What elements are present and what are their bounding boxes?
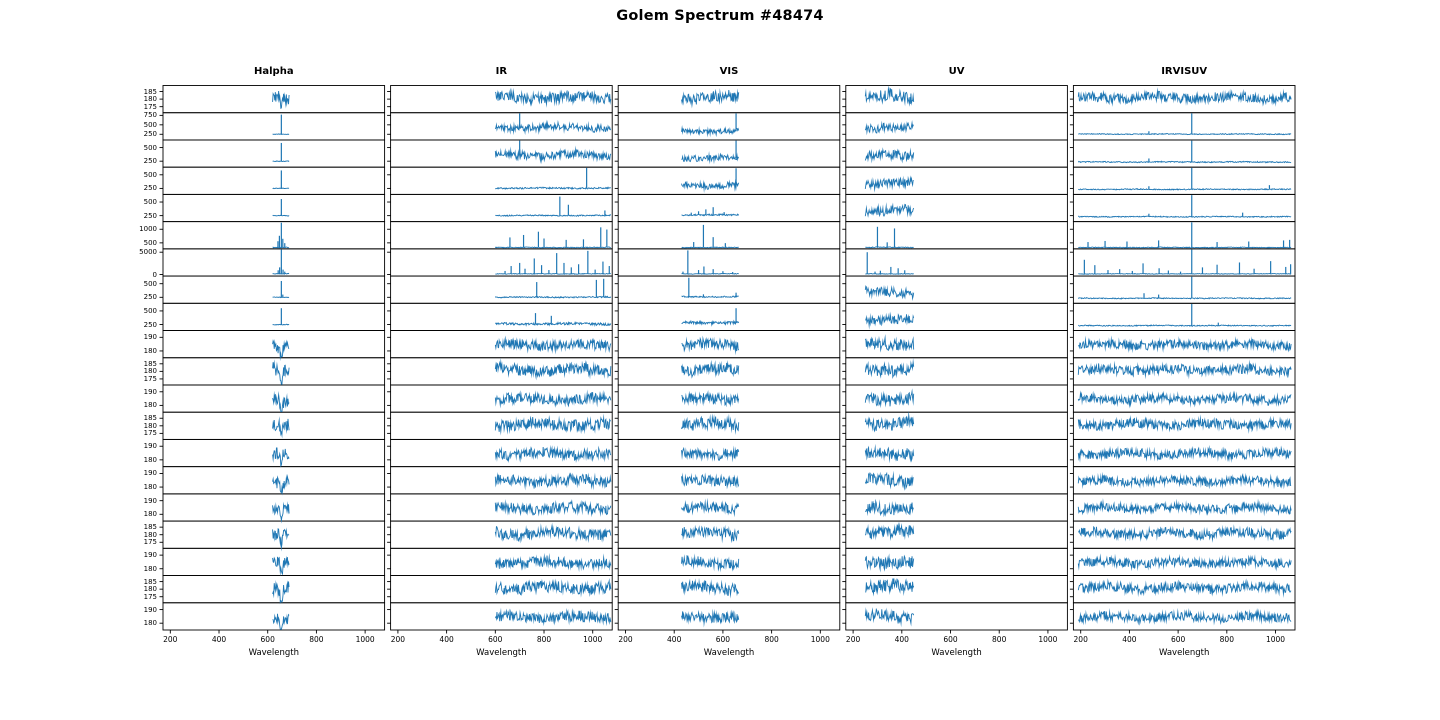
y-tick-label: 175 <box>143 429 157 438</box>
y-tick-label: 250 <box>143 184 157 193</box>
y-tick-label: 185 <box>143 577 157 586</box>
y-tick-label: 180 <box>143 564 157 573</box>
x-tick-label: 1000 <box>583 635 603 644</box>
x-tick-label: 400 <box>211 635 227 644</box>
y-tick-label: 180 <box>143 455 157 464</box>
y-tick-label: 175 <box>143 538 157 547</box>
x-tick-label: 600 <box>1170 635 1186 644</box>
y-tick-label: 180 <box>143 585 157 594</box>
x-axis-label: Wavelength <box>1158 648 1210 658</box>
y-tick-label: 190 <box>143 387 157 396</box>
y-tick-label: 250 <box>143 157 157 166</box>
y-tick-label: 0 <box>152 270 157 279</box>
y-tick-label: 190 <box>143 551 157 560</box>
x-tick-label: 200 <box>845 635 861 644</box>
y-tick-label: 1000 <box>139 225 157 234</box>
x-tick-label: 600 <box>715 635 731 644</box>
y-tick-label: 500 <box>143 143 157 152</box>
y-tick-label: 190 <box>143 605 157 614</box>
y-tick-label: 250 <box>143 211 157 220</box>
y-tick-label: 185 <box>143 523 157 532</box>
x-tick-label: 1000 <box>1265 635 1286 644</box>
y-tick-label: 185 <box>143 414 157 423</box>
y-tick-label: 190 <box>143 496 157 505</box>
x-tick-label: 400 <box>894 635 909 644</box>
y-tick-label: 175 <box>143 374 157 383</box>
y-tick-label: 250 <box>143 130 157 139</box>
y-tick-label: 180 <box>143 346 157 355</box>
x-tick-label: 400 <box>667 635 682 644</box>
x-tick-label: 1000 <box>355 635 375 644</box>
y-tick-label: 180 <box>143 367 157 376</box>
x-tick-label: 200 <box>390 635 406 644</box>
column-title-ir: IR <box>495 65 508 77</box>
x-axis-label: Wavelength <box>931 648 982 658</box>
column-title-halpha: Halpha <box>254 65 294 77</box>
y-tick-label: 175 <box>143 592 157 601</box>
y-tick-label: 180 <box>143 421 157 430</box>
y-tick-label: 500 <box>143 238 157 247</box>
y-tick-label: 185 <box>143 359 157 368</box>
y-tick-label: 180 <box>143 619 157 628</box>
x-tick-label: 200 <box>163 635 178 644</box>
y-tick-label: 250 <box>143 293 157 302</box>
y-tick-label: 180 <box>143 95 157 104</box>
x-tick-label: 800 <box>764 635 779 644</box>
x-tick-label: 1000 <box>1038 635 1058 644</box>
y-tick-label: 500 <box>143 120 157 129</box>
x-tick-label: 400 <box>1122 635 1137 644</box>
y-tick-label: 500 <box>143 306 157 315</box>
y-tick-label: 5000 <box>139 248 157 257</box>
y-tick-label: 190 <box>143 333 157 342</box>
y-tick-label: 500 <box>143 170 157 179</box>
y-tick-label: 180 <box>143 530 157 539</box>
y-tick-label: 250 <box>143 320 157 329</box>
x-tick-label: 1000 <box>810 635 830 644</box>
y-tick-label: 175 <box>143 102 157 111</box>
x-tick-label: 800 <box>309 635 324 644</box>
y-tick-label: 500 <box>143 198 157 207</box>
x-axis-label: Wavelength <box>703 648 755 658</box>
x-tick-label: 200 <box>1073 635 1088 644</box>
column-title-irvisuv: IRVISUV <box>1161 65 1208 77</box>
x-tick-label: 800 <box>536 635 552 644</box>
x-tick-label: 200 <box>618 635 633 644</box>
x-axis-label: Wavelength <box>476 648 527 658</box>
x-tick-label: 600 <box>943 635 958 644</box>
y-tick-label: 750 <box>143 111 157 120</box>
x-axis-label: Wavelength <box>248 648 300 658</box>
x-tick-label: 600 <box>260 635 275 644</box>
y-tick-label: 190 <box>143 442 157 451</box>
column-title-uv: UV <box>948 65 965 77</box>
y-tick-label: 190 <box>143 469 157 478</box>
y-tick-label: 180 <box>143 401 157 410</box>
y-tick-label: 180 <box>143 483 157 492</box>
x-tick-label: 600 <box>488 635 503 644</box>
column-title-vis: VIS <box>719 65 739 77</box>
y-tick-label: 185 <box>143 87 157 96</box>
y-tick-label: 180 <box>143 510 157 519</box>
y-tick-label: 500 <box>143 279 157 288</box>
x-tick-label: 400 <box>439 635 454 644</box>
x-tick-label: 800 <box>1219 635 1234 644</box>
x-tick-label: 800 <box>992 635 1007 644</box>
